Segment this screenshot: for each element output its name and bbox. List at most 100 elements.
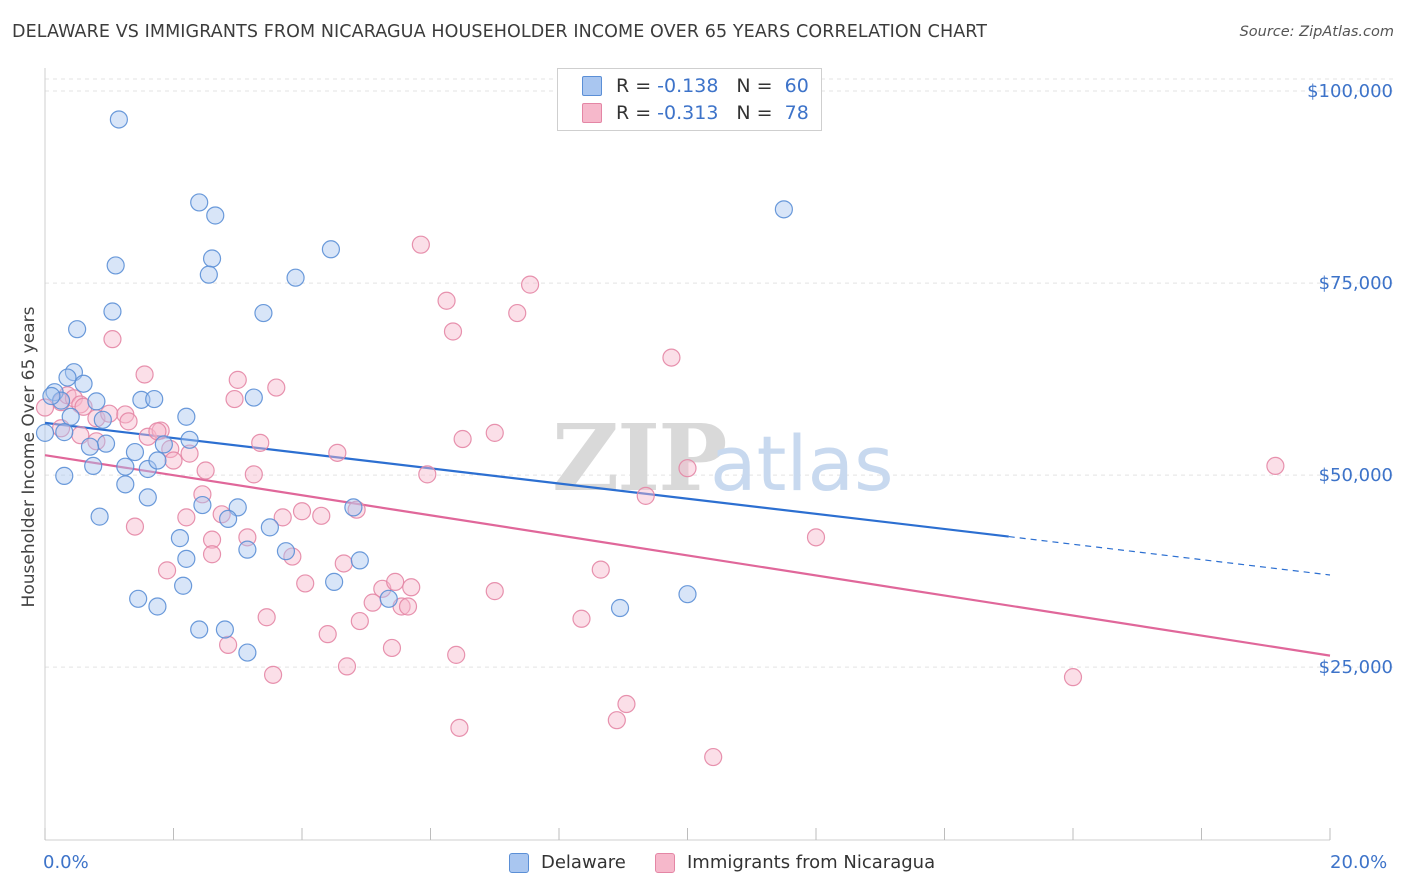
- delaware-point: [276, 542, 296, 561]
- delaware-point: [238, 540, 257, 559]
- delaware-legend-swatch: [509, 852, 529, 873]
- delaware-point: [238, 643, 257, 662]
- nicaragua-point: [662, 348, 681, 367]
- nicaragua-point: [806, 528, 826, 547]
- delaware-point: [286, 268, 305, 287]
- trend-lines: [44, 421, 1331, 657]
- nicaragua-point: [202, 530, 222, 549]
- nicaragua-point: [636, 486, 655, 505]
- nicaragua-point: [267, 378, 286, 397]
- nicaragua-trend-line: [44, 454, 1331, 657]
- nicaragua-point: [263, 665, 283, 684]
- nicaragua-point: [225, 389, 244, 409]
- nicaragua-point: [437, 291, 456, 310]
- watermark: ZIP atlas: [552, 404, 894, 512]
- nicaragua-point: [398, 597, 418, 616]
- delaware-trend-extension: [1008, 535, 1331, 576]
- delaware-point: [106, 256, 125, 275]
- legend-r-label: R =: [616, 75, 652, 97]
- delaware-point: [148, 451, 167, 470]
- nicaragua-legend-swatch: [655, 852, 675, 873]
- delaware-point: [87, 392, 106, 411]
- delaware-swatch: [582, 76, 602, 96]
- series-legend: Delaware Immigrants from Nicaragua: [0, 852, 1406, 878]
- delaware-point: [321, 240, 341, 259]
- delaware-point: [109, 110, 128, 129]
- delaware-point: [678, 585, 697, 604]
- nicaragua-point: [135, 365, 154, 384]
- nicaragua-point: [125, 517, 145, 536]
- delaware-point: [132, 390, 151, 409]
- delaware-point: [344, 498, 363, 517]
- delaware-point: [254, 303, 273, 323]
- delaware-point: [35, 423, 55, 442]
- nicaragua-point: [273, 508, 292, 527]
- delaware-point: [96, 434, 116, 453]
- delaware-point: [55, 423, 74, 442]
- nicaragua-point: [350, 611, 369, 631]
- nicaragua-point: [520, 275, 540, 294]
- delaware-point: [244, 388, 263, 407]
- legend-n-label: N =: [736, 102, 773, 124]
- legend-row-nicaragua: R = -0.313 N = 78: [582, 101, 809, 125]
- delaware-point: [177, 407, 196, 426]
- series-legend-nicaragua: Immigrants from Nicaragua: [655, 852, 935, 873]
- delaware-point: [93, 410, 112, 429]
- nicaragua-point: [318, 625, 337, 644]
- nicaragua-point: [447, 645, 466, 664]
- delaware-point: [325, 572, 344, 591]
- delaware-point: [138, 488, 157, 507]
- nicaragua-point: [251, 433, 270, 452]
- y-tick-label: $100,000: [1307, 81, 1393, 102]
- delaware-point: [170, 529, 190, 548]
- nicaragua-point: [312, 506, 331, 525]
- delaware-point: [774, 200, 793, 219]
- nicaragua-point: [617, 694, 636, 714]
- nicaragua-point: [193, 485, 212, 504]
- delaware-point: [193, 495, 212, 515]
- legend-row-delaware: R = -0.138 N = 60: [582, 74, 809, 98]
- delaware-point: [84, 456, 103, 476]
- delaware-point: [180, 430, 199, 449]
- delaware-point: [80, 437, 100, 456]
- nicaragua-point: [411, 235, 430, 254]
- nicaragua-point: [347, 500, 366, 519]
- x-tick-label-max: 20.0%: [1330, 852, 1388, 873]
- gridlines: [45, 78, 1393, 668]
- nicaragua-point: [485, 423, 504, 442]
- nicaragua-point: [1266, 456, 1285, 476]
- delaware-legend-label: Delaware: [541, 852, 626, 873]
- nicaragua-point: [418, 465, 437, 484]
- series-delaware-points: [35, 110, 793, 662]
- delaware-point: [260, 518, 279, 537]
- nicaragua-point: [35, 398, 55, 417]
- y-tick-label: $25,000: [1319, 657, 1393, 678]
- delaware-point: [145, 389, 164, 409]
- nicaragua-point: [704, 747, 723, 767]
- delaware-point: [55, 466, 74, 485]
- delaware-point: [116, 457, 135, 476]
- nicaragua-point: [1063, 668, 1083, 687]
- nicaragua-point: [228, 370, 247, 389]
- legend-r-value: -0.313: [657, 102, 719, 124]
- nicaragua-point: [164, 451, 183, 470]
- nicaragua-point: [572, 609, 591, 628]
- nicaragua-point: [402, 578, 421, 597]
- delaware-point: [190, 620, 209, 639]
- delaware-point: [42, 386, 61, 406]
- nicaragua-point: [363, 593, 382, 612]
- legend-n-label: N =: [736, 75, 773, 97]
- delaware-point: [177, 549, 196, 568]
- delaware-point: [129, 589, 148, 608]
- nicaragua-point: [202, 545, 222, 564]
- nicaragua-point: [328, 443, 347, 462]
- delaware-point: [610, 598, 630, 618]
- correlation-legend: R = -0.138 N = 60 R = -0.313 N = 78: [557, 68, 822, 131]
- legend-n-value: 60: [784, 75, 809, 97]
- nicaragua-point: [119, 412, 138, 431]
- chart-title: DELAWARE VS IMMIGRANTS FROM NICARAGUA HO…: [12, 22, 988, 42]
- legend-n-value: 78: [784, 102, 809, 124]
- nicaragua-point: [508, 303, 527, 323]
- nicaragua-point: [212, 505, 231, 524]
